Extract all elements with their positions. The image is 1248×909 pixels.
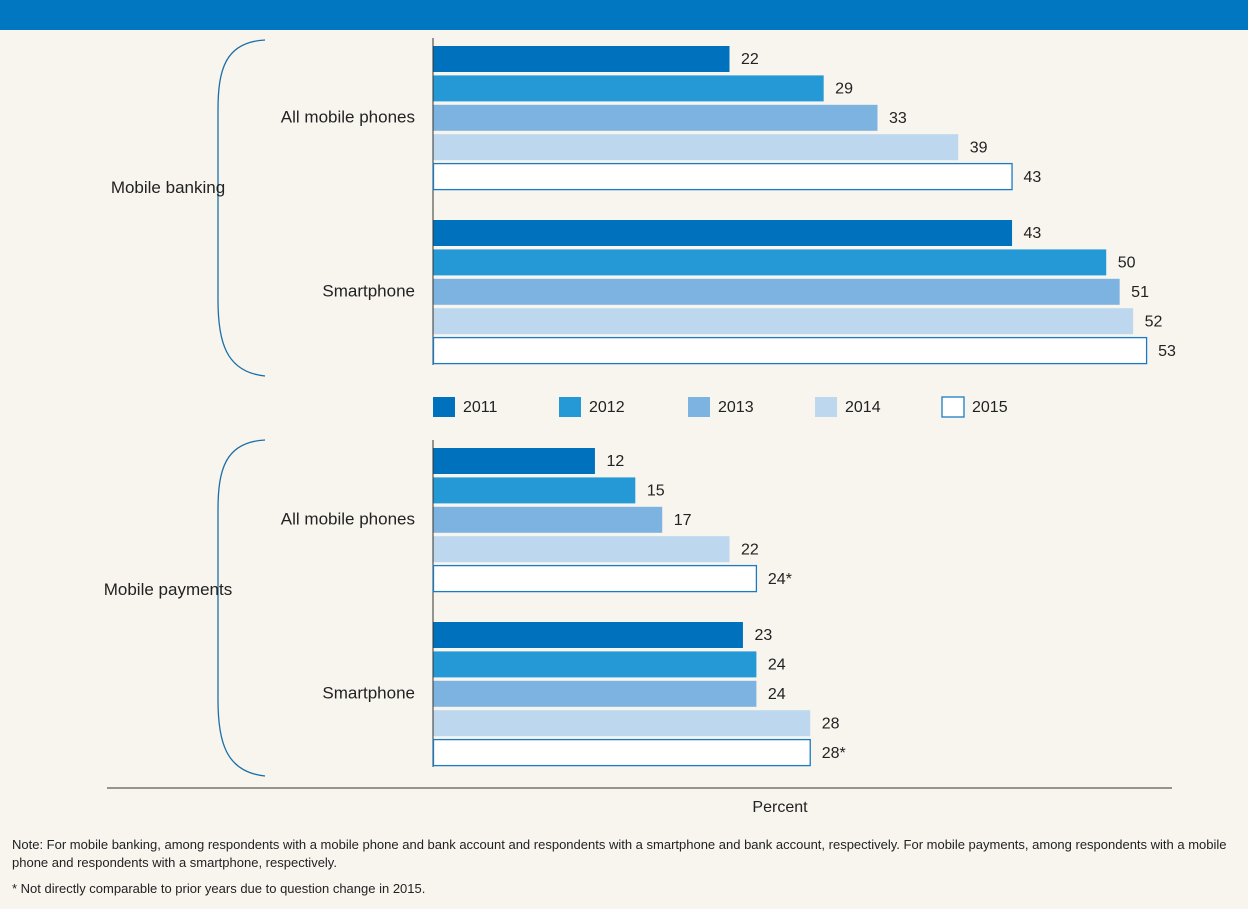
bar: [432, 162, 1013, 191]
value-label: 28*: [822, 745, 846, 762]
bar: [432, 336, 1148, 365]
bar: [433, 278, 1120, 305]
bar: [433, 651, 757, 678]
bar: [433, 477, 636, 504]
legend-swatch: [688, 397, 710, 417]
value-label: 43: [1024, 225, 1042, 242]
value-label: 53: [1158, 343, 1176, 360]
value-label: 52: [1145, 313, 1163, 330]
value-label: 24*: [768, 571, 792, 588]
legend-label: 2015: [972, 399, 1008, 416]
bar: [432, 738, 811, 767]
header-banner: [0, 0, 1248, 30]
bar: [432, 564, 758, 593]
bar: [433, 680, 757, 707]
value-label: 28: [822, 715, 840, 732]
category-label: All mobile phones: [281, 509, 415, 528]
legend-label: 2014: [845, 399, 881, 416]
value-label: 23: [754, 627, 772, 644]
value-label: 39: [970, 139, 988, 156]
value-label: 51: [1131, 284, 1149, 301]
bar: [433, 75, 824, 102]
value-label: 43: [1024, 169, 1042, 186]
bar: [433, 134, 959, 161]
value-label: 22: [741, 51, 759, 68]
legend-label: 2012: [589, 399, 625, 416]
value-label: 24: [768, 686, 786, 703]
bar: [433, 536, 730, 563]
bar: [433, 448, 595, 474]
value-label: 22: [741, 541, 759, 558]
legend-swatch: [559, 397, 581, 417]
brace: [217, 439, 266, 777]
note: * Not directly comparable to prior years…: [12, 881, 426, 896]
bar: [433, 104, 878, 131]
category-label: Smartphone: [322, 683, 415, 702]
value-label: 29: [835, 81, 853, 98]
category-label: All mobile phones: [281, 107, 415, 126]
group-label: Mobile banking: [110, 178, 226, 197]
bar: [433, 622, 743, 648]
bar: [433, 308, 1134, 335]
legend-label: 2011: [463, 399, 498, 416]
note: Note: For mobile banking, among responde…: [12, 837, 1227, 870]
value-label: 50: [1118, 255, 1136, 272]
brace: [217, 39, 266, 377]
value-label: 15: [647, 483, 665, 500]
value-label: 33: [889, 110, 907, 127]
legend-swatch: [433, 397, 455, 417]
value-label: 12: [606, 453, 624, 470]
value-label: 24: [768, 657, 786, 674]
x-axis-label: Percent: [752, 799, 808, 816]
legend-label: 2013: [718, 399, 754, 416]
bar: [433, 710, 811, 737]
bar: [433, 220, 1013, 246]
category-label: Smartphone: [322, 281, 415, 300]
group-label: Mobile payments: [103, 580, 233, 599]
bar: [433, 46, 730, 72]
bar: [433, 249, 1107, 276]
legend-swatch: [815, 397, 837, 417]
legend-swatch: [941, 396, 965, 418]
value-label: 17: [674, 512, 692, 529]
bar: [433, 506, 663, 533]
